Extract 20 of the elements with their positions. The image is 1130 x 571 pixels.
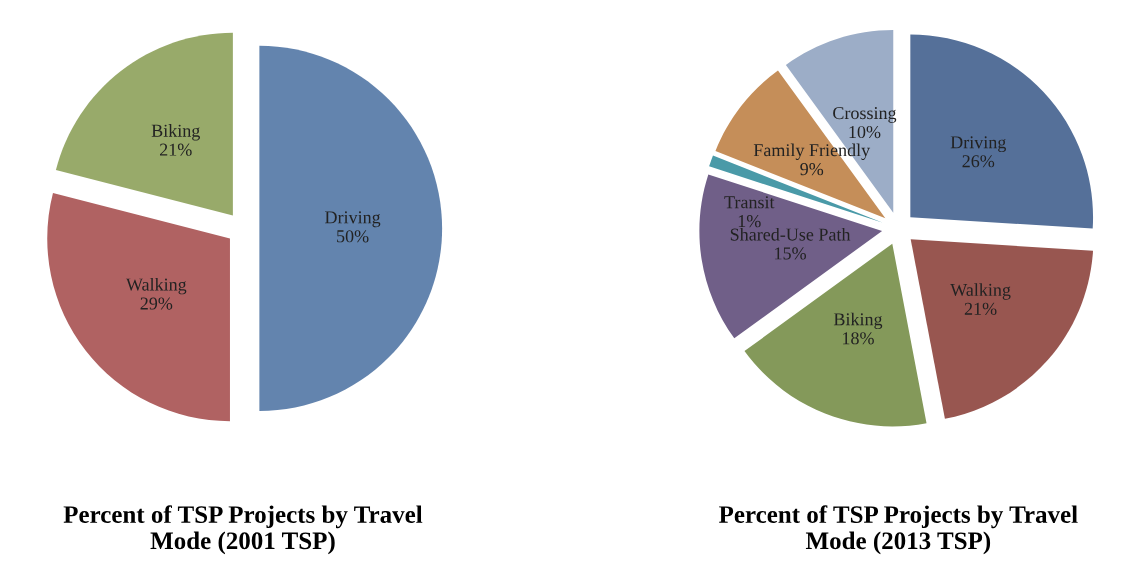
data-label: 50% [337, 230, 369, 243]
slice-label: Driving [950, 136, 1007, 153]
data-label: 21% [964, 302, 997, 315]
slice-label: Walking [950, 283, 1011, 300]
data-label: 29% [140, 297, 173, 310]
slice-label: Biking [833, 312, 883, 330]
slice-label: Shared-Use Path [730, 227, 851, 241]
slice-label: Transit [724, 196, 775, 209]
data-label: 18% [843, 332, 874, 345]
slice-label: Walking [125, 277, 187, 295]
data-label: 1% [738, 215, 761, 228]
data-label: 21% [160, 143, 192, 156]
data-label: 15% [775, 247, 806, 260]
data-label: 26% [962, 155, 995, 168]
text: Percent of TSP Projects by Travel Mode (2013 TSP) [719, 505, 1078, 555]
data-label: 10% [849, 125, 881, 139]
data-label: 9% [800, 163, 824, 176]
text: Percent of TSP Projects by Travel Mode (2001 TSP) [63, 505, 423, 555]
slice-label: Biking [151, 124, 200, 141]
slice-label: Driving [325, 211, 381, 228]
